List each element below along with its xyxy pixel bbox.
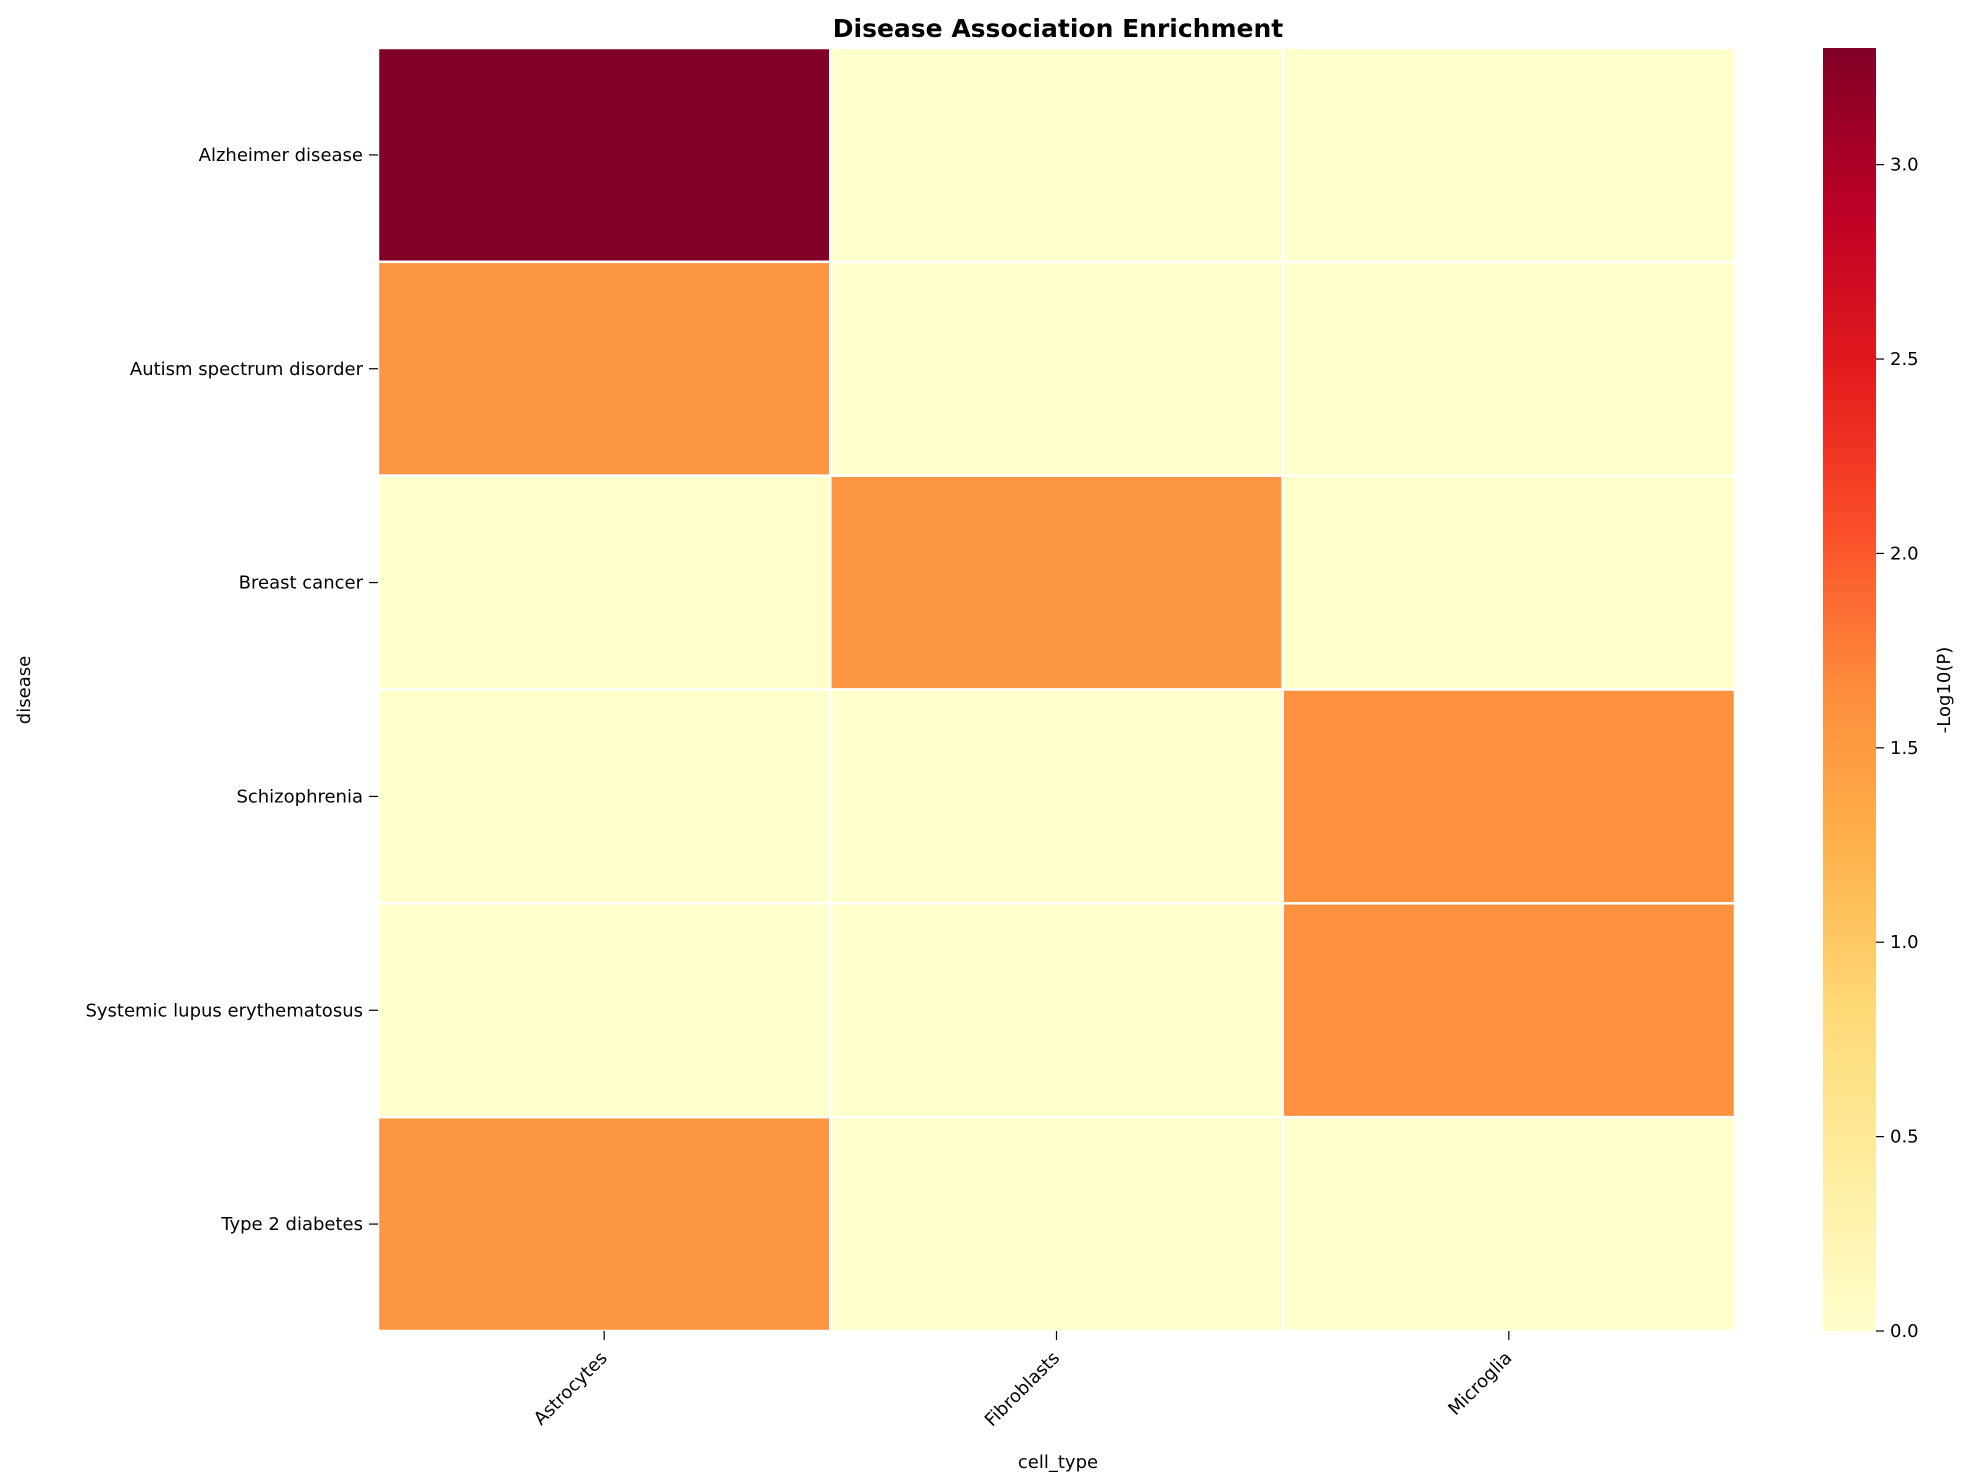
heatmap-cell [1281,260,1737,477]
heatmap-cell [376,688,832,905]
heatmap-cell [829,902,1284,1119]
colorbar-ticks: 0.0 0.5 1.0 1.5 2.0 2.5 3.0 [1876,155,1919,1342]
heatmap-cell [376,902,832,1119]
colorbar-tick-label: 2.0 [1890,543,1919,564]
colorbar: 0.0 0.5 1.0 1.5 2.0 2.5 3.0 -Log10(P) [1823,48,1955,1342]
x-tick-label: Fibroblasts [981,1348,1064,1431]
heatmap-cell [376,260,832,477]
heatmap-cell [829,46,1284,264]
heatmap-cells [376,46,1737,1333]
heatmap-cell [376,46,832,264]
heatmap-cell [1281,474,1737,691]
x-tick-label: Astrocytes [530,1348,612,1430]
colorbar-tick-label: 1.0 [1890,932,1919,953]
y-tick-label: Systemic lupus erythematosus [85,1000,363,1021]
heatmap-cell [829,688,1284,905]
heatmap-cell [376,1115,832,1333]
heatmap-cell [1281,688,1737,905]
y-axis: Alzheimer disease Autism spectrum disorde… [85,145,378,1235]
heatmap-cell [1281,1115,1737,1333]
colorbar-tick-label: 0.0 [1890,1321,1919,1342]
heatmap-cell [829,260,1284,477]
x-tick-label: Microglia [1444,1348,1516,1420]
x-axis-label: cell_type [1018,1452,1098,1473]
y-tick-label: Breast cancer [239,573,364,594]
colorbar-label: -Log10(P) [1934,647,1955,733]
heatmap-cell [1281,902,1737,1119]
colorbar-tick-label: 1.5 [1890,738,1919,759]
y-tick-label: Schizophrenia [236,786,363,807]
heatmap-cell [376,474,832,691]
colorbar-tick-label: 2.5 [1890,349,1919,370]
y-tick-label: Autism spectrum disorder [130,359,364,380]
y-axis-label: disease [14,656,35,724]
colorbar-tick-label: 3.0 [1890,155,1919,176]
y-tick-label: Alzheimer disease [199,145,363,166]
heatmap-cell [829,1115,1284,1333]
colorbar-tick-label: 0.5 [1890,1127,1919,1148]
chart-title: Disease Association Enrichment [833,14,1284,43]
x-axis: Astrocytes Fibroblasts Microglia [530,1331,1516,1431]
y-tick-label: Type 2 diabetes [220,1214,363,1235]
colorbar-gradient [1823,48,1876,1331]
heatmap-cell [829,474,1284,691]
heatmap-cell [1281,46,1737,264]
